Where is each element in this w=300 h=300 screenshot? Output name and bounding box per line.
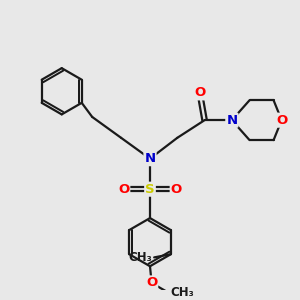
Text: CH₃: CH₃ <box>170 286 194 299</box>
Text: N: N <box>144 152 156 165</box>
Text: O: O <box>194 86 206 99</box>
Text: S: S <box>145 183 155 196</box>
Text: N: N <box>226 114 237 127</box>
Text: O: O <box>276 114 287 127</box>
Text: CH₃: CH₃ <box>129 251 153 264</box>
Text: O: O <box>146 276 157 290</box>
Text: O: O <box>118 183 129 196</box>
Text: O: O <box>171 183 182 196</box>
